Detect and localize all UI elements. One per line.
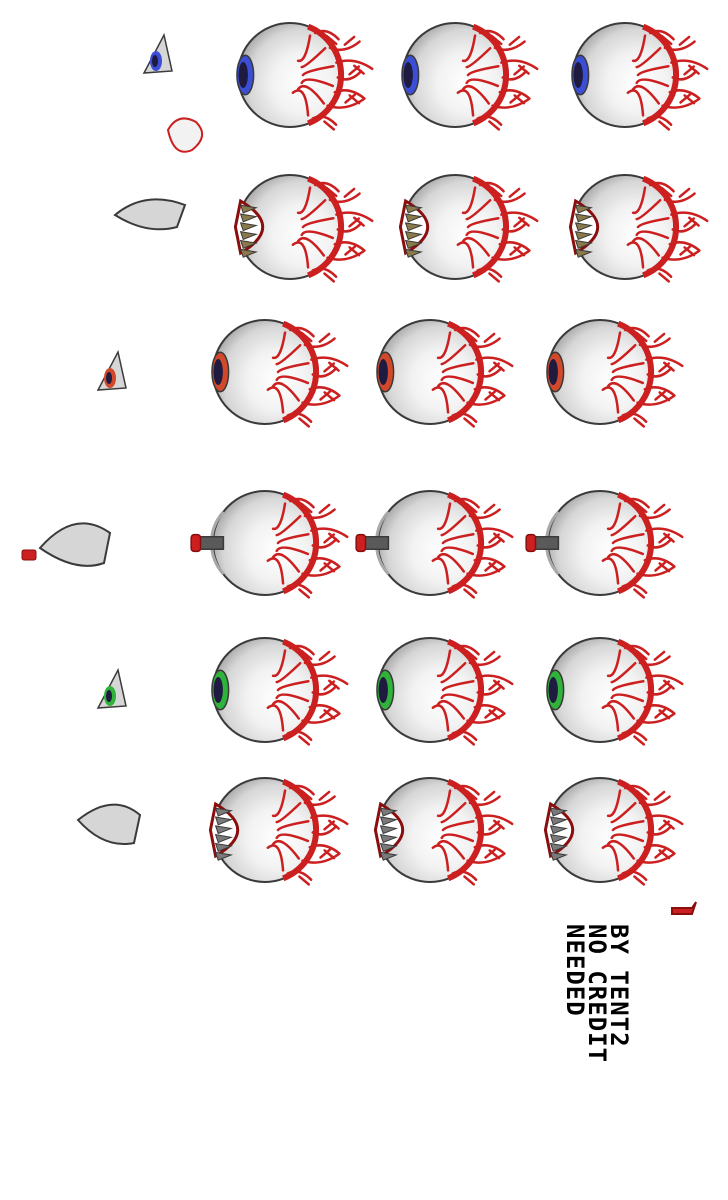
gore-fragment-eye-3 — [96, 667, 127, 709]
retinazer-phase2-frame-2 — [355, 490, 514, 599]
retinazer-phase2-frame-1 — [190, 490, 349, 599]
credit-line-3: NEEDED — [561, 924, 589, 1017]
gore-fragment-tiny — [671, 901, 697, 915]
credit-line-1: BY TENT2 — [605, 924, 633, 1048]
eye-of-cthulhu-phase2-frame-2 — [398, 174, 539, 283]
spazmatism-phase1-frame-2 — [376, 637, 514, 746]
gore-fragment-eye-2 — [96, 349, 127, 391]
retinazer-phase1-frame-1 — [211, 319, 349, 428]
retinazer-phase2-frame-3 — [525, 490, 684, 599]
spazmatism-phase2-frame-2 — [373, 777, 514, 886]
credit-line-2: NO CREDIT — [583, 924, 611, 1064]
eye-of-cthulhu-phase1-frame-1 — [236, 22, 374, 131]
spazmatism-phase1-frame-3 — [546, 637, 684, 746]
gore-fragment-jaw-tan — [113, 198, 187, 231]
gore-fragment-flesh — [166, 117, 203, 153]
credit-text: BY TENT2 NO CREDIT NEEDED — [560, 924, 633, 1104]
spazmatism-phase2-frame-1 — [208, 777, 349, 886]
spazmatism-phase1-frame-1 — [211, 637, 349, 746]
retinazer-phase1-frame-2 — [376, 319, 514, 428]
eye-of-cthulhu-phase2-frame-1 — [233, 174, 374, 283]
spazmatism-phase2-frame-3 — [543, 777, 684, 886]
eye-of-cthulhu-phase2-frame-3 — [568, 174, 709, 283]
retinazer-phase1-frame-3 — [546, 319, 684, 428]
eye-of-cthulhu-phase1-frame-3 — [571, 22, 709, 131]
gore-fragment-jaw-grey — [76, 803, 142, 845]
gore-laser-tip — [21, 549, 37, 561]
eye-of-cthulhu-phase1-frame-2 — [401, 22, 539, 131]
gore-fragment-laser — [38, 522, 112, 567]
gore-fragment-eye-1 — [142, 32, 173, 74]
